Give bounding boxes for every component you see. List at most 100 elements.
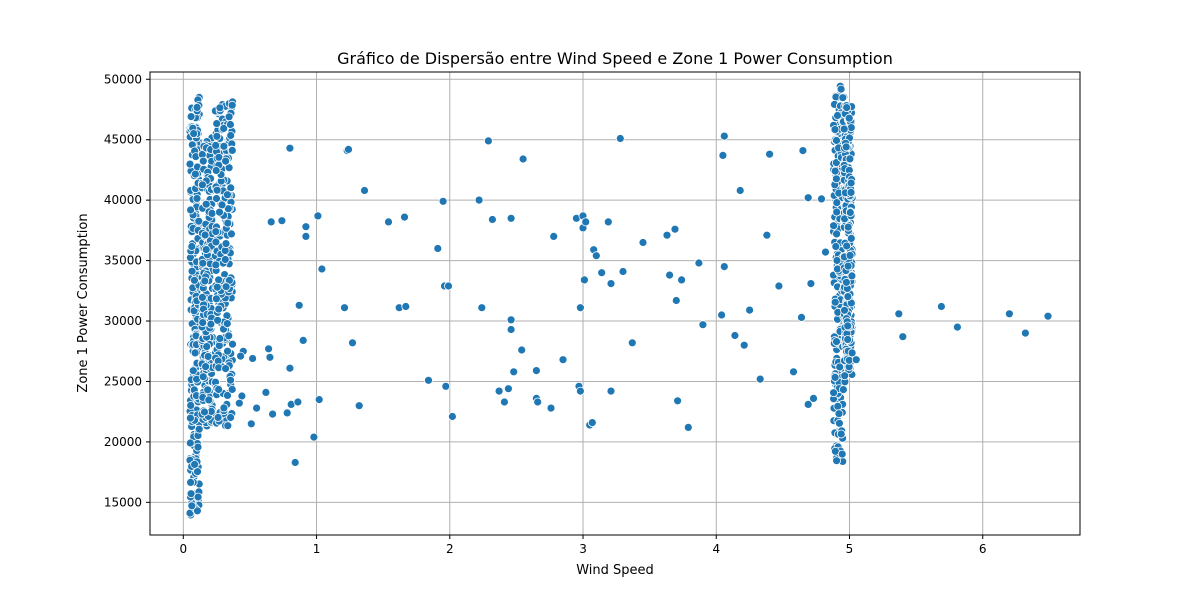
data-point [211,166,221,175]
data-point [834,409,844,419]
data-point [638,238,648,247]
y-tick-label: 30000 [104,314,142,328]
data-point [447,412,457,421]
data-point [223,218,233,228]
data-point [212,282,222,292]
data-point [817,194,826,204]
chart-title: Gráfico de Dispersão entre Wind Speed e … [337,49,893,68]
data-point [618,267,628,276]
data-point [189,275,199,285]
data-point [354,401,364,411]
data-point [837,449,847,459]
data-point [843,261,853,271]
data-point [265,352,275,362]
data-point [213,315,223,325]
data-point [1005,309,1014,319]
data-point [487,215,497,224]
data-point [843,292,853,302]
data-point [348,338,357,348]
data-point [1043,311,1053,321]
data-point [694,258,704,268]
data-point [832,456,841,466]
data-point [665,270,674,280]
data-point [847,271,857,281]
data-point [843,222,853,232]
y-tick-label: 20000 [104,435,142,449]
data-point [730,331,740,340]
data-point [215,334,225,343]
data-point [215,207,224,217]
data-point [193,442,203,452]
data-point [285,363,295,373]
data-point [282,408,292,418]
data-point [203,352,213,361]
data-point [234,398,244,408]
data-point [797,312,806,322]
data-point [894,309,904,319]
data-point [829,221,838,231]
data-point [830,166,840,176]
data-point [189,129,199,139]
data-point [719,262,729,272]
data-point [835,418,844,428]
data-point [212,119,222,128]
data-point [227,145,237,155]
data-point [580,275,589,285]
data-point [189,306,199,316]
data-point [483,136,493,146]
data-point [198,318,208,328]
data-point [223,204,233,214]
data-point [846,233,856,243]
data-point [830,372,840,382]
data-point [224,112,234,122]
data-point [213,413,223,422]
data-point [194,424,204,434]
data-point [198,156,208,166]
data-point [424,375,433,385]
data-point [212,131,222,141]
data-point [840,305,849,315]
y-tick-label: 15000 [104,495,142,509]
data-point [221,156,231,166]
data-point [841,142,851,152]
data-point [606,279,616,289]
data-point [803,193,813,203]
data-point [201,245,211,255]
data-point [832,256,842,265]
data-point [1021,328,1030,338]
data-point [833,111,842,120]
x-tick-label: 4 [712,542,720,556]
data-point [190,459,200,469]
data-point [185,413,195,423]
data-point [839,385,848,395]
data-point [662,230,672,240]
data-point [193,467,202,477]
y-tick-label: 40000 [104,193,142,207]
data-point [192,506,202,516]
x-axis-label: Wind Speed [576,563,654,578]
data-point [506,315,516,325]
data-point [226,131,236,140]
x-tick-label: 2 [446,542,454,556]
data-point [839,124,849,134]
data-point [517,345,527,355]
data-points [185,81,1053,520]
data-point [832,174,841,184]
data-point [698,320,708,330]
data-point [745,305,754,315]
data-point [806,279,816,289]
data-point [832,198,842,208]
x-tick-label: 1 [313,542,321,556]
data-point [285,143,295,153]
data-point [809,393,818,403]
plot-frame [149,71,1081,536]
data-point [789,367,798,377]
data-point [203,385,213,395]
data-point [558,355,568,365]
data-point [576,303,585,313]
data-point [587,418,597,428]
data-point [223,421,233,431]
data-point [843,321,853,331]
data-point [774,281,784,291]
data-point [433,244,443,253]
